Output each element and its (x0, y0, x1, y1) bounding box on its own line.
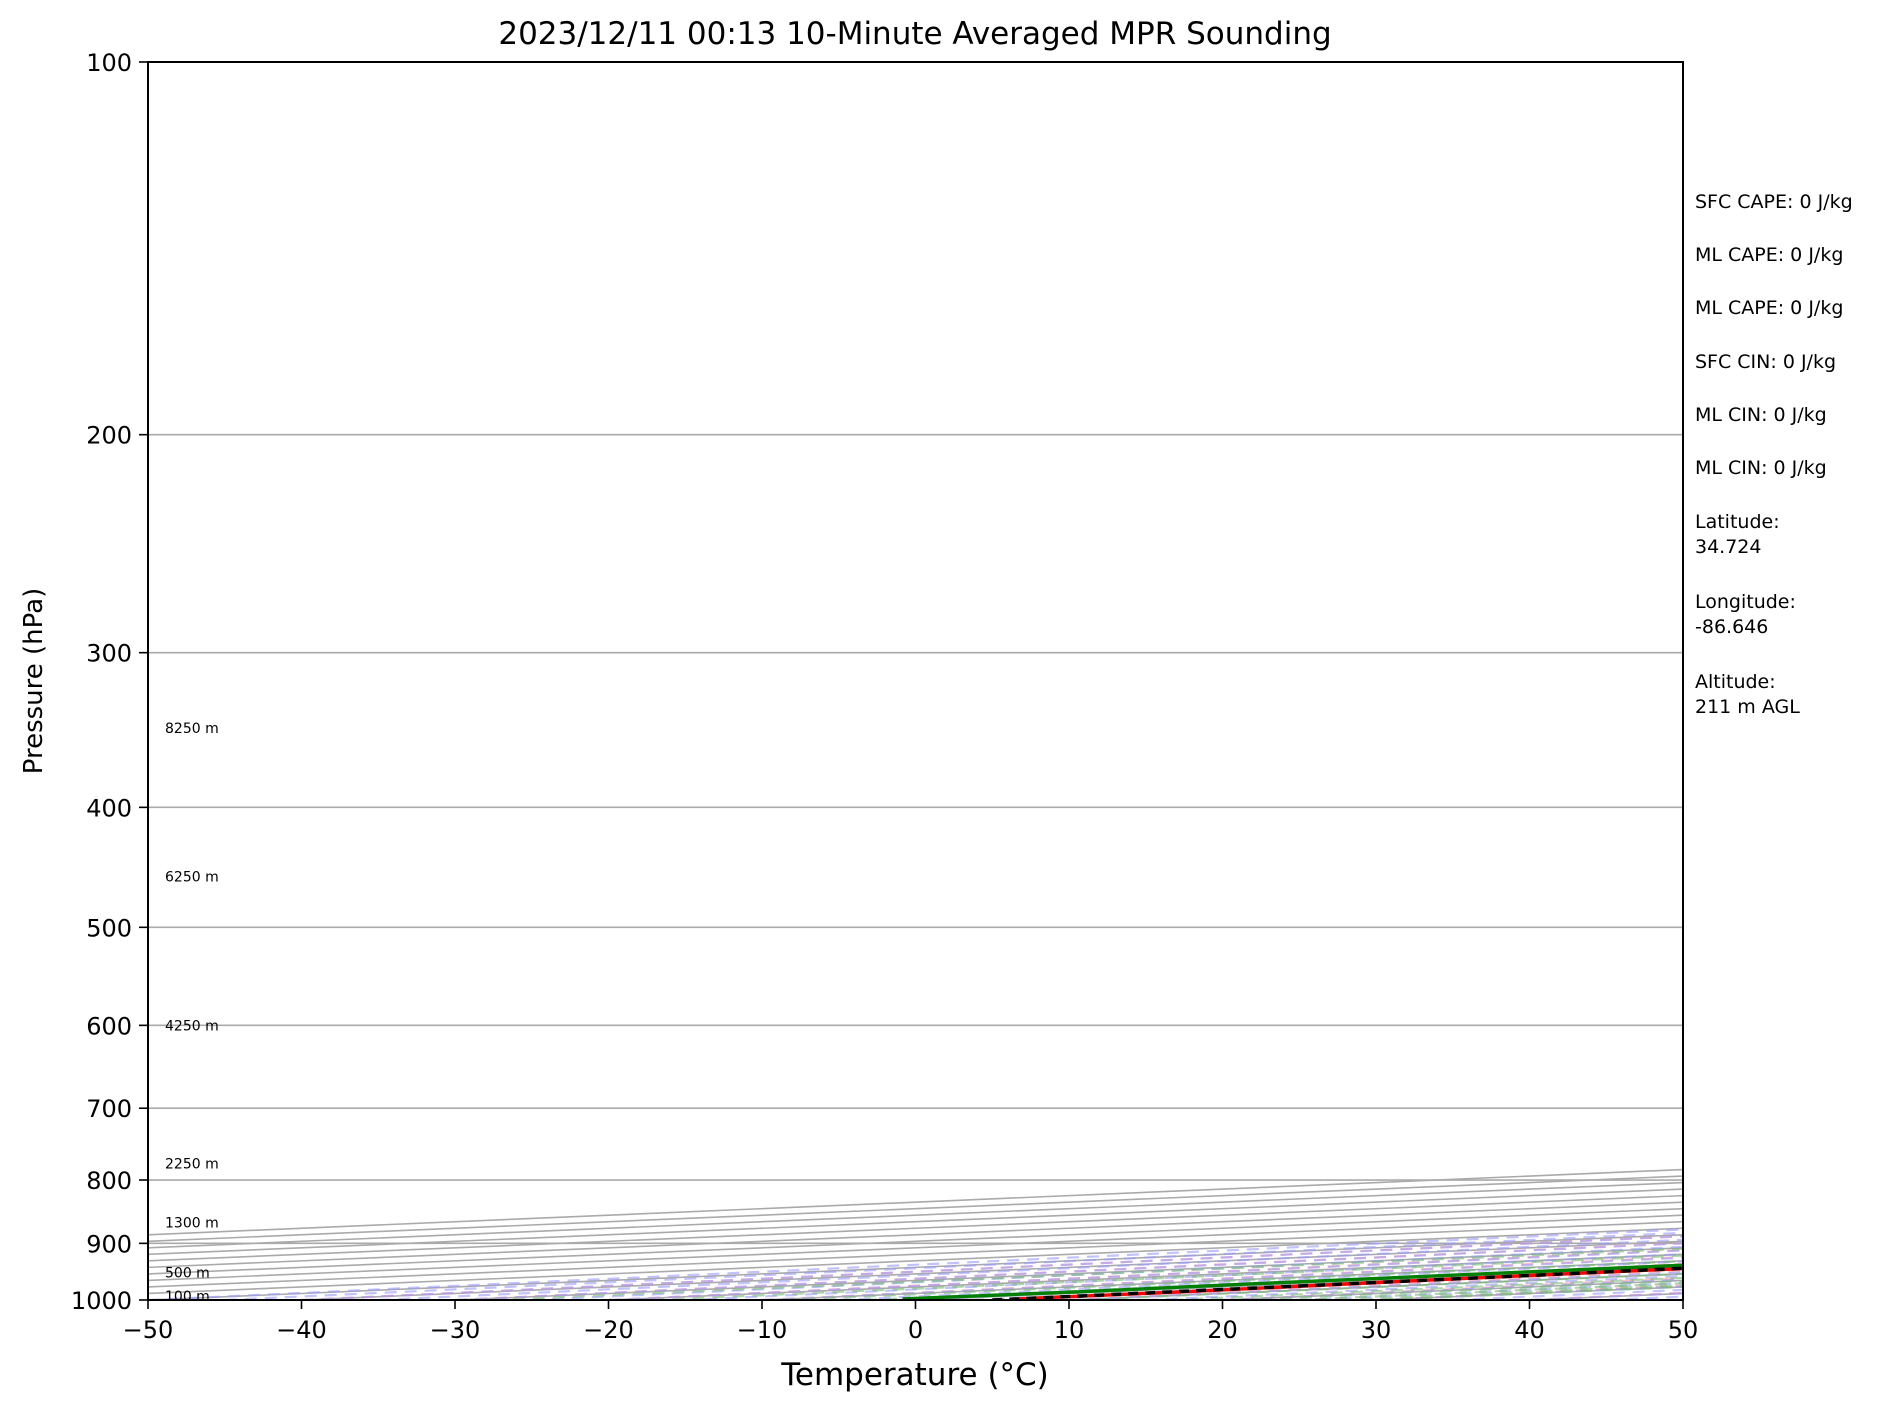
height-label: 2250 m (165, 1157, 219, 1173)
stat-sfc-cape: SFC CAPE: 0 J/kg (1695, 191, 1853, 213)
isotherm-line (301, 1240, 1683, 1300)
x-tick-label: 50 (1668, 1316, 1699, 1344)
moist-adiabat (378, 1238, 1683, 1300)
y-tick-label: 100 (86, 49, 132, 77)
isotherm-line (148, 1214, 1683, 1282)
plot-frame (147, 61, 1684, 1301)
moist-adiabat (301, 1235, 1683, 1300)
isotherm-line (148, 1201, 1683, 1269)
isotherm-line (148, 1168, 1683, 1236)
mixing-ratio-line (1076, 1272, 1683, 1300)
mixing-ratio-line (865, 1263, 1683, 1300)
y-tick-label: 800 (86, 1167, 132, 1195)
isotherm-line (148, 1220, 1683, 1288)
isotherm-line (148, 1194, 1683, 1262)
moist-adiabat (454, 1242, 1683, 1300)
x-tick-label: −50 (123, 1316, 174, 1344)
y-axis-label: Pressure (hPa) (19, 588, 49, 775)
stat-ml-cin: ML CIN: 0 J/kg (1695, 404, 1827, 426)
mixing-ratio-line (783, 1260, 1683, 1300)
stat-sfc-cin: SFC CIN: 0 J/kg (1695, 351, 1837, 373)
isotherm-line (148, 1181, 1683, 1249)
mixing-ratio-line (652, 1254, 1683, 1300)
y-tick-label: 200 (86, 422, 132, 450)
isotherm-line (454, 1247, 1683, 1300)
x-tick-label: 30 (1361, 1316, 1392, 1344)
isotherm-line (148, 1175, 1683, 1243)
stat-longitude: Longitude: -86.646 (1695, 591, 1796, 638)
height-label: 1300 m (165, 1216, 219, 1232)
height-label: 100 m (165, 1289, 210, 1305)
y-tick-label: 600 (86, 1012, 132, 1040)
x-tick-label: 10 (1054, 1316, 1085, 1344)
y-tick-label: 1000 (71, 1287, 132, 1315)
stat-ml-cin-2: ML CIN: 0 J/kg (1695, 457, 1827, 479)
x-tick-label: −20 (583, 1316, 634, 1344)
height-label: 4250 m (165, 1018, 219, 1034)
chart-title: 2023/12/11 00:13 10-Minute Averaged MPR … (498, 16, 1331, 52)
x-tick-label: 40 (1514, 1316, 1545, 1344)
x-tick-label: −30 (430, 1316, 481, 1344)
moist-adiabat (531, 1245, 1683, 1300)
stat-ml-cape: ML CAPE: 0 J/kg (1695, 244, 1844, 266)
stat-altitude: Altitude: 211 m AGL (1695, 671, 1800, 718)
height-label: 500 m (165, 1265, 210, 1281)
height-label: 8250 m (165, 721, 219, 737)
isotherm-line (148, 1233, 1683, 1300)
x-tick-label: 0 (908, 1316, 923, 1344)
y-tick-label: 500 (86, 914, 132, 942)
dry-adiabat (1837, 62, 1893, 1300)
x-axis-label: Temperature (°C) (780, 1357, 1049, 1393)
isotherm-line (148, 1188, 1683, 1256)
y-tick-label: 400 (86, 794, 132, 822)
isotherm-line (148, 1227, 1683, 1295)
stat-latitude: Latitude: 34.724 (1695, 511, 1780, 558)
x-tick-label: −10 (737, 1316, 788, 1344)
x-tick-label: −40 (276, 1316, 327, 1344)
dry-adiabat (454, 1242, 1683, 1300)
stat-ml-cape-2: ML CAPE: 0 J/kg (1695, 297, 1844, 319)
isotherm-line (1837, 62, 1893, 1300)
isotherm-line (148, 1207, 1683, 1275)
x-tick-label: 20 (1207, 1316, 1238, 1344)
moist-adiabat (224, 1231, 1683, 1300)
mixing-ratio-line (492, 1247, 1683, 1300)
height-label: 6250 m (165, 870, 219, 886)
y-tick-label: 900 (86, 1230, 132, 1258)
y-tick-label: 700 (86, 1095, 132, 1123)
y-tick-label: 300 (86, 640, 132, 668)
moist-adiabat (148, 1228, 1683, 1300)
dry-adiabat (301, 1235, 1683, 1300)
